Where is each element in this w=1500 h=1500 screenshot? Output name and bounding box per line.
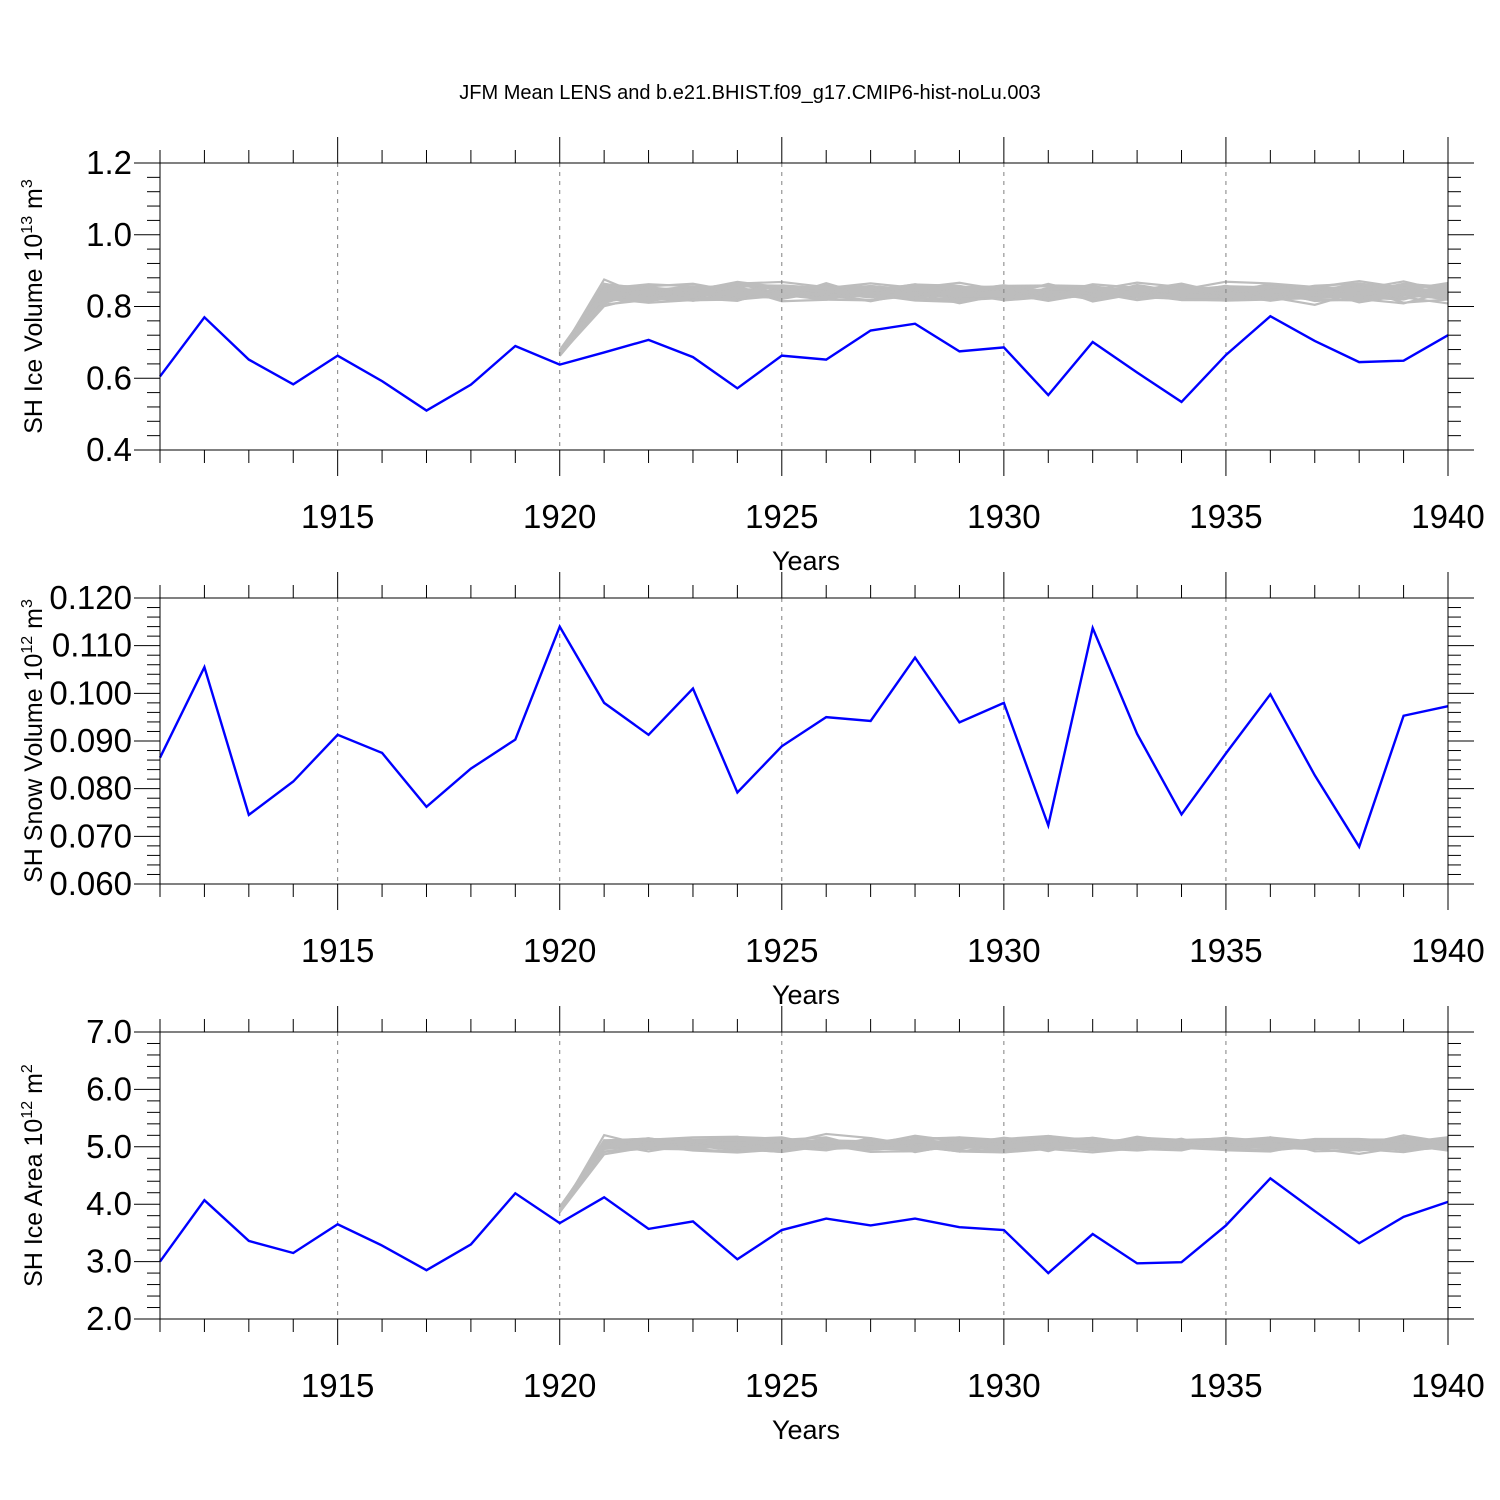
- y-tick-label: 0.6: [86, 359, 132, 396]
- y-tick-labels: 0.060 0.070 0.080 0.090 0.100 0.110 0.120: [49, 579, 132, 902]
- x-tick-label: 1935: [1189, 498, 1262, 535]
- plot-frame: [159, 162, 1449, 451]
- x-tick-label: 1915: [301, 1367, 374, 1404]
- plot-frame: [159, 1031, 1449, 1320]
- y-axis-label: SH Ice Area 1012 m2: [19, 1064, 48, 1287]
- primary-series-line: [159, 1176, 1449, 1275]
- grid-lines: [337, 163, 1227, 450]
- ensemble-lines: [558, 278, 1449, 357]
- primary-series: [159, 314, 1449, 412]
- y-tick-label: 3.0: [86, 1243, 132, 1280]
- x-axis-label: Years: [772, 1415, 840, 1445]
- axes-frame: [134, 137, 1474, 476]
- y-tick-label: 0.4: [86, 431, 132, 468]
- x-tick-label: 1920: [523, 1367, 596, 1404]
- y-axis-label: SH Snow Volume 1012 m3: [19, 599, 48, 883]
- axes-frame: [134, 1006, 1474, 1345]
- x-tick-label: 1925: [745, 498, 818, 535]
- primary-series: [159, 1176, 1449, 1275]
- x-tick-label: 1935: [1189, 1367, 1262, 1404]
- axes-frame: [134, 572, 1474, 910]
- y-tick-labels: 2.0 3.0 4.0 5.0 6.0 7.0: [86, 1013, 132, 1337]
- ensemble-member-line: [558, 285, 1449, 354]
- grid-lines: [337, 598, 1227, 884]
- y-tick-label: 1.2: [86, 144, 132, 181]
- y-tick-label: 1.0: [86, 216, 132, 253]
- y-tick-label: 0.100: [49, 674, 132, 711]
- x-tick-labels: 1915 1920 1925 1930 1935 1940: [301, 1367, 1485, 1404]
- y-tick-label: 0.070: [49, 817, 132, 854]
- x-tick-label: 1930: [967, 1367, 1040, 1404]
- y-tick-label: 0.080: [49, 770, 132, 807]
- y-axis-label: SH Ice Volume 1013 m3: [19, 179, 48, 434]
- x-tick-label: 1940: [1411, 1367, 1484, 1404]
- ensemble-member-line: [558, 1137, 1449, 1213]
- ensemble-member-line: [558, 1138, 1449, 1211]
- y-tick-label: 0.8: [86, 288, 132, 325]
- x-tick-label: 1925: [745, 1367, 818, 1404]
- y-tick-labels: 0.4 0.6 0.8 1.0 1.2: [86, 144, 132, 468]
- x-tick-label: 1915: [301, 932, 374, 969]
- y-tick-label: 2.0: [86, 1300, 132, 1337]
- x-tick-label: 1920: [523, 932, 596, 969]
- y-tick-label: 0.110: [52, 627, 132, 664]
- x-tick-labels: 1915 1920 1925 1930 1935 1940: [301, 932, 1485, 969]
- grid-lines: [337, 1032, 1227, 1319]
- primary-series: [158, 623, 1449, 850]
- y-tick-label: 4.0: [86, 1185, 132, 1222]
- ice-area-panel: 2.03.04.05.06.07.0 1915 1920 1925 1930 1935 1…: [19, 1006, 1485, 1445]
- x-tick-label: 1935: [1189, 932, 1262, 969]
- y-tick-label: 5.0: [86, 1128, 132, 1165]
- x-tick-label: 1915: [301, 498, 374, 535]
- x-tick-label: 1940: [1411, 498, 1484, 535]
- ensemble-lines: [558, 1132, 1449, 1213]
- snow-volume-panel: 0.060 0.070 0.080 0.090 0.100 0.110 0.120 1915…: [19, 572, 1485, 1010]
- y-tick-label: 0.060: [49, 865, 132, 902]
- x-tick-label: 1940: [1411, 932, 1484, 969]
- ensemble-member-line: [558, 280, 1449, 356]
- x-axis-label: Years: [772, 980, 840, 1010]
- y-tick-label: 0.120: [49, 579, 132, 616]
- x-tick-label: 1925: [745, 932, 818, 969]
- primary-series-line: [158, 623, 1449, 850]
- x-tick-labels: 1915 1920 1925 1930 1935 1940: [301, 498, 1485, 535]
- x-axis-label: Years: [772, 546, 840, 576]
- ice-volume-panel: 0.4 0.6 0.8 1.0 1.2 1915 1920 1925 1930 1935 1940…: [19, 137, 1485, 576]
- primary-series-line: [159, 314, 1449, 412]
- y-tick-label: 7.0: [86, 1013, 132, 1050]
- figure-title: JFM Mean LENS and b.e21.BHIST.f09_g17.CM…: [459, 82, 1040, 104]
- x-tick-label: 1920: [523, 498, 596, 535]
- y-tick-label: 0.090: [49, 722, 132, 759]
- x-tick-label: 1930: [967, 932, 1040, 969]
- y-tick-label: 6.0: [86, 1070, 132, 1107]
- x-tick-label: 1930: [967, 498, 1040, 535]
